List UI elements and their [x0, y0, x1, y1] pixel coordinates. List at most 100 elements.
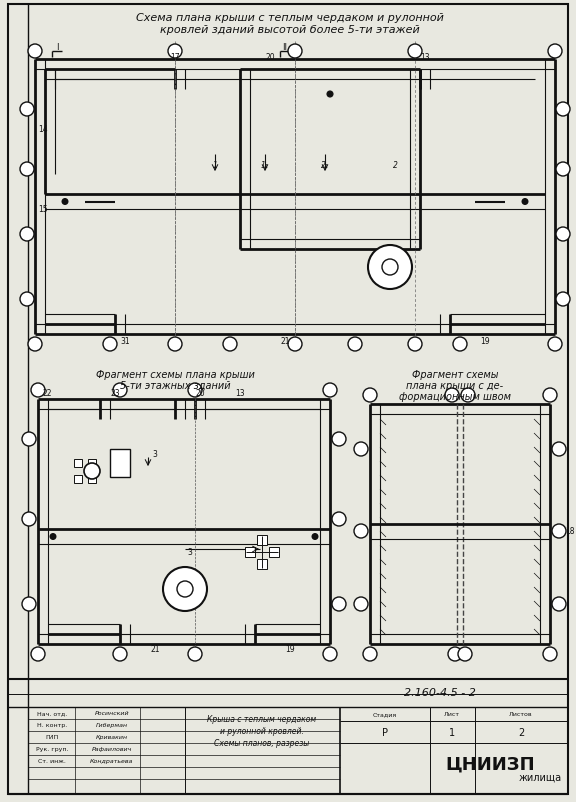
Text: жилища: жилища	[518, 772, 562, 782]
Circle shape	[20, 228, 34, 241]
Circle shape	[223, 338, 237, 351]
Text: 14: 14	[38, 125, 48, 134]
Text: плана крыши с де-: плана крыши с де-	[407, 380, 503, 391]
Text: Кондратьева: Кондратьева	[90, 759, 134, 764]
Text: Р: Р	[382, 727, 388, 737]
Circle shape	[22, 432, 36, 447]
Bar	[269, 547, 279, 557]
Circle shape	[556, 103, 570, 117]
Circle shape	[548, 338, 562, 351]
Bar	[88, 460, 96, 468]
Bar	[245, 547, 255, 557]
Circle shape	[453, 338, 467, 351]
Circle shape	[354, 597, 368, 611]
Text: 17: 17	[170, 52, 180, 62]
Circle shape	[28, 338, 42, 351]
Text: 2: 2	[393, 160, 397, 169]
Text: 1₁: 1₁	[261, 160, 269, 169]
Circle shape	[20, 103, 34, 117]
Circle shape	[332, 597, 346, 611]
Circle shape	[20, 293, 34, 306]
Text: 20: 20	[195, 389, 205, 398]
Text: Схемы планов, разрезы: Схемы планов, разрезы	[214, 739, 310, 747]
Circle shape	[354, 443, 368, 456]
Bar	[257, 559, 267, 569]
Circle shape	[368, 245, 412, 290]
Circle shape	[543, 647, 557, 661]
Circle shape	[103, 338, 117, 351]
Bar	[74, 460, 82, 468]
Circle shape	[552, 443, 566, 456]
Text: Кривакин: Кривакин	[96, 735, 128, 739]
Text: и рулонной кровлей.: и рулонной кровлей.	[220, 727, 304, 735]
Text: 21: 21	[150, 645, 160, 654]
Text: формационным швом: формационным швом	[399, 391, 511, 402]
Circle shape	[556, 163, 570, 176]
Circle shape	[177, 581, 193, 597]
Circle shape	[521, 199, 529, 206]
Text: 23: 23	[110, 389, 120, 398]
Text: ЦНИИЗП: ЦНИИЗП	[445, 755, 535, 773]
Text: Листов: Листов	[509, 711, 533, 717]
Text: Ст. инж.: Ст. инж.	[38, 759, 66, 764]
Circle shape	[31, 647, 45, 661]
Text: Фрагмент схемы: Фрагмент схемы	[412, 370, 498, 379]
Circle shape	[168, 338, 182, 351]
Text: 2₁: 2₁	[321, 160, 329, 169]
Text: ГИП: ГИП	[46, 735, 59, 739]
Circle shape	[332, 432, 346, 447]
Text: II: II	[282, 43, 287, 51]
Circle shape	[332, 512, 346, 526]
Circle shape	[348, 338, 362, 351]
Circle shape	[22, 512, 36, 526]
Text: 1: 1	[449, 727, 455, 737]
Circle shape	[461, 388, 475, 403]
Text: Рафаилович: Рафаилович	[92, 747, 132, 751]
Text: Нач. отд.: Нач. отд.	[37, 711, 67, 715]
Text: Рук. груп.: Рук. груп.	[36, 747, 68, 751]
Text: 22: 22	[42, 389, 51, 398]
Circle shape	[20, 163, 34, 176]
Text: 3: 3	[188, 548, 192, 557]
Circle shape	[163, 567, 207, 611]
Circle shape	[556, 228, 570, 241]
Circle shape	[327, 92, 333, 98]
Text: 2: 2	[518, 727, 524, 737]
Circle shape	[363, 647, 377, 661]
Circle shape	[288, 45, 302, 59]
Text: 2.160-4.5 - 2: 2.160-4.5 - 2	[404, 687, 476, 697]
Circle shape	[22, 597, 36, 611]
Text: 19: 19	[285, 645, 295, 654]
Text: 3: 3	[153, 450, 157, 459]
Text: Н. контр.: Н. контр.	[37, 723, 67, 727]
Circle shape	[448, 647, 462, 661]
Circle shape	[382, 260, 398, 276]
Text: Росинский: Росинский	[94, 711, 130, 715]
Circle shape	[323, 383, 337, 398]
Circle shape	[312, 533, 319, 541]
Circle shape	[548, 45, 562, 59]
Text: кровлей зданий высотой более 5-ти этажей: кровлей зданий высотой более 5-ти этажей	[160, 25, 420, 35]
Circle shape	[354, 525, 368, 538]
Circle shape	[188, 647, 202, 661]
Text: Стадия: Стадия	[373, 711, 397, 717]
Circle shape	[188, 383, 202, 398]
Circle shape	[363, 388, 377, 403]
Circle shape	[458, 647, 472, 661]
Circle shape	[408, 338, 422, 351]
Circle shape	[543, 388, 557, 403]
Circle shape	[113, 383, 127, 398]
Text: 19: 19	[480, 337, 490, 346]
Text: 15: 15	[38, 205, 48, 214]
Circle shape	[408, 45, 422, 59]
Circle shape	[113, 647, 127, 661]
Text: 18: 18	[565, 527, 574, 536]
Bar	[257, 535, 267, 545]
Text: I: I	[56, 43, 58, 51]
Circle shape	[28, 45, 42, 59]
Text: Лист: Лист	[444, 711, 460, 717]
Bar	[110, 449, 130, 477]
Text: 20: 20	[265, 52, 275, 62]
Circle shape	[62, 199, 69, 206]
Bar	[74, 476, 82, 484]
